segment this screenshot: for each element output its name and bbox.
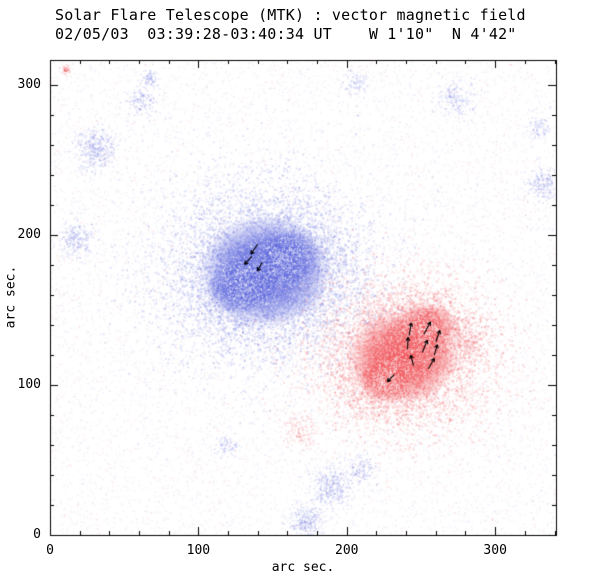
x-tick-label: 100 [186, 543, 211, 558]
y-tick-label: 0 [33, 527, 41, 542]
y-tick-label: 200 [17, 227, 41, 243]
x-tick-label: 300 [483, 543, 507, 558]
y-tick-label: 300 [17, 77, 41, 93]
y-tick-label: 100 [17, 377, 41, 393]
y-axis-label: arc sec. [3, 265, 19, 329]
x-tick-label: 0 [46, 543, 54, 558]
chart-title: Solar Flare Telescope (MTK) : vector mag… [55, 6, 526, 24]
x-axis-label: arc sec. [271, 560, 335, 575]
chart-subtitle: 02/05/03 03:39:28-03:40:34 UT W 1'10" N … [55, 25, 517, 43]
x-tick-label: 200 [335, 543, 359, 558]
